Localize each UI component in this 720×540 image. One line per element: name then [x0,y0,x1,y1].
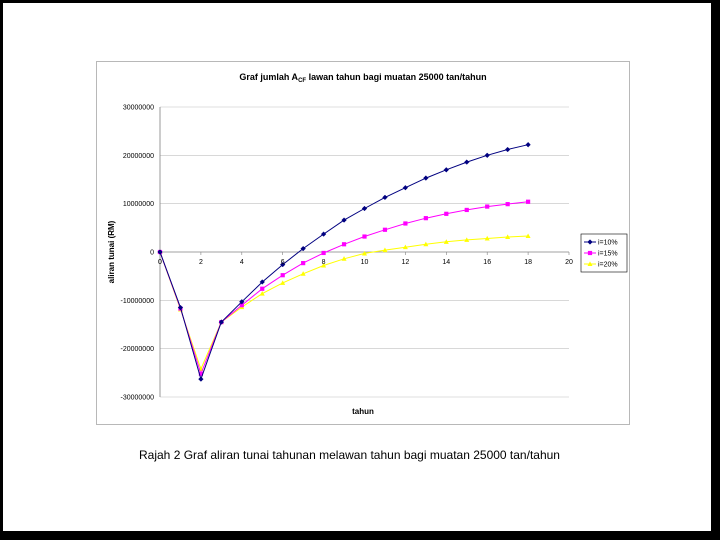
data-point [198,376,204,382]
y-tick-label: -20000000 [121,346,155,353]
series-line [159,201,529,376]
y-axis-title: aliran tunai (RM) [107,220,116,283]
y-tick-label: 0 [150,250,154,257]
data-point [403,221,408,226]
x-tick-label: 12 [402,259,410,266]
data-point [382,227,388,232]
data-point [423,175,429,181]
data-point [280,261,286,268]
data-point [259,279,265,285]
x-axis-title: tahun [352,407,374,416]
data-point [239,299,245,305]
y-tick-label: 10000000 [123,201,154,208]
legend: i=10% i=15% i=20% [580,233,628,273]
x-tick-label: 8 [322,259,326,266]
data-point [361,205,368,212]
data-point [280,273,285,278]
data-point [321,250,326,256]
data-point [362,250,367,256]
data-point [526,199,531,204]
data-point [504,146,511,153]
data-point [402,244,408,250]
chart-title: Graf jumlah ACF lawan tahun bagi muatan … [239,72,486,84]
y-tick-label: -10000000 [121,298,155,305]
series-line [159,144,529,381]
legend-label: i=20% [598,262,618,269]
y-tick-label: 30000000 [123,105,154,112]
x-tick-label: 20 [565,259,573,266]
data-point [402,185,409,191]
data-point [341,242,347,247]
data-point [321,262,327,268]
data-point [587,261,593,266]
legend-label: i=15% [598,251,618,258]
data-point [443,239,449,244]
data-point [157,249,163,255]
data-point [505,234,511,240]
slide: Graf jumlah ACF lawan tahun bagi muatan … [3,3,711,531]
data-point [260,286,265,291]
x-tick-label: 16 [483,259,491,266]
x-tick-label: 10 [361,259,369,266]
data-point [300,271,306,276]
x-tick-label: 18 [524,259,532,266]
y-tick-label: 20000000 [123,153,154,160]
data-point [525,142,531,148]
data-point [464,207,469,213]
legend-label: i=10% [598,240,618,247]
data-point [443,167,449,173]
series-line [159,235,529,371]
data-point [301,261,306,266]
data-point [444,211,449,216]
data-point [464,159,470,165]
x-tick-label: 2 [199,259,203,266]
data-point [362,234,367,239]
data-point [382,247,388,253]
data-point [525,233,531,239]
figure-caption: Rajah 2 Graf aliran tunai tahunan melawa… [139,448,560,462]
data-point [382,194,388,201]
data-point [239,303,244,308]
data-point [198,371,203,376]
data-point [280,280,286,285]
line-chart: Graf jumlah ACF lawan tahun bagi muatan … [107,72,628,416]
data-point [341,217,347,223]
data-point [423,241,429,247]
chart-frame: Graf jumlah ACF lawan tahun bagi muatan … [96,61,630,425]
x-tick-label: 0 [158,259,162,266]
data-point [505,202,510,207]
x-tick-label: 14 [442,259,450,266]
data-point [587,250,593,256]
data-point [177,304,184,311]
data-point [587,239,593,245]
data-point [423,216,428,221]
y-tick-label: -30000000 [121,395,155,402]
data-point [341,256,347,261]
x-tick-label: 4 [240,259,244,266]
data-point [485,204,490,209]
data-point [484,152,490,159]
data-point [300,245,306,252]
data-point [484,235,490,241]
data-point [320,231,327,237]
data-point [464,237,470,242]
x-tick-label: 6 [281,259,285,266]
data-point [218,319,225,325]
data-point [259,290,265,296]
